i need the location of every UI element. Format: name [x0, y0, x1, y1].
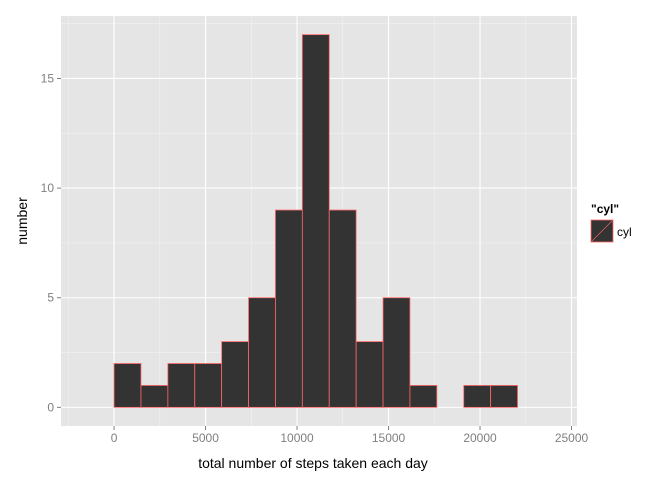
histogram-bar: [463, 385, 492, 408]
histogram-bar: [194, 363, 223, 408]
histogram-bar: [221, 341, 249, 408]
y-axis-ticks: 0 5 10 15: [41, 71, 61, 414]
histogram-bar: [275, 209, 303, 408]
y-tick-label: 0: [47, 400, 54, 414]
minor-gridlines: [61, 16, 577, 426]
histogram-bar: [409, 385, 438, 408]
y-tick-label: 5: [47, 291, 54, 305]
x-tick-label: 10000: [280, 431, 314, 445]
x-tick-label: 25000: [555, 431, 589, 445]
x-axis-title: total number of steps taken each day: [198, 455, 428, 471]
y-tick-label: 10: [41, 181, 55, 195]
histogram-bar: [301, 34, 330, 408]
legend-key-slash: [591, 220, 613, 242]
histogram-bar: [382, 297, 411, 408]
histogram-bar: [113, 363, 142, 408]
histogram-bar: [248, 297, 276, 408]
histogram-bar: [140, 385, 169, 408]
x-tick-label: 20000: [463, 431, 497, 445]
histogram-bar: [328, 209, 357, 408]
legend-title: "cyl": [591, 202, 619, 216]
histogram-bar: [355, 341, 384, 408]
histogram-bar: [167, 363, 196, 408]
legend-label: cyl: [617, 225, 632, 239]
y-tick-label: 15: [41, 71, 55, 85]
histogram-bar: [490, 385, 518, 408]
x-axis-ticks: 0 5000 10000 15000 20000 25000: [111, 426, 589, 445]
x-tick-label: 0: [111, 431, 118, 445]
legend: "cyl" cyl: [590, 202, 632, 243]
histogram-bars: [113, 34, 518, 408]
x-tick-label: 15000: [372, 431, 406, 445]
x-tick-label: 5000: [192, 431, 219, 445]
y-axis-title: number: [14, 197, 30, 245]
